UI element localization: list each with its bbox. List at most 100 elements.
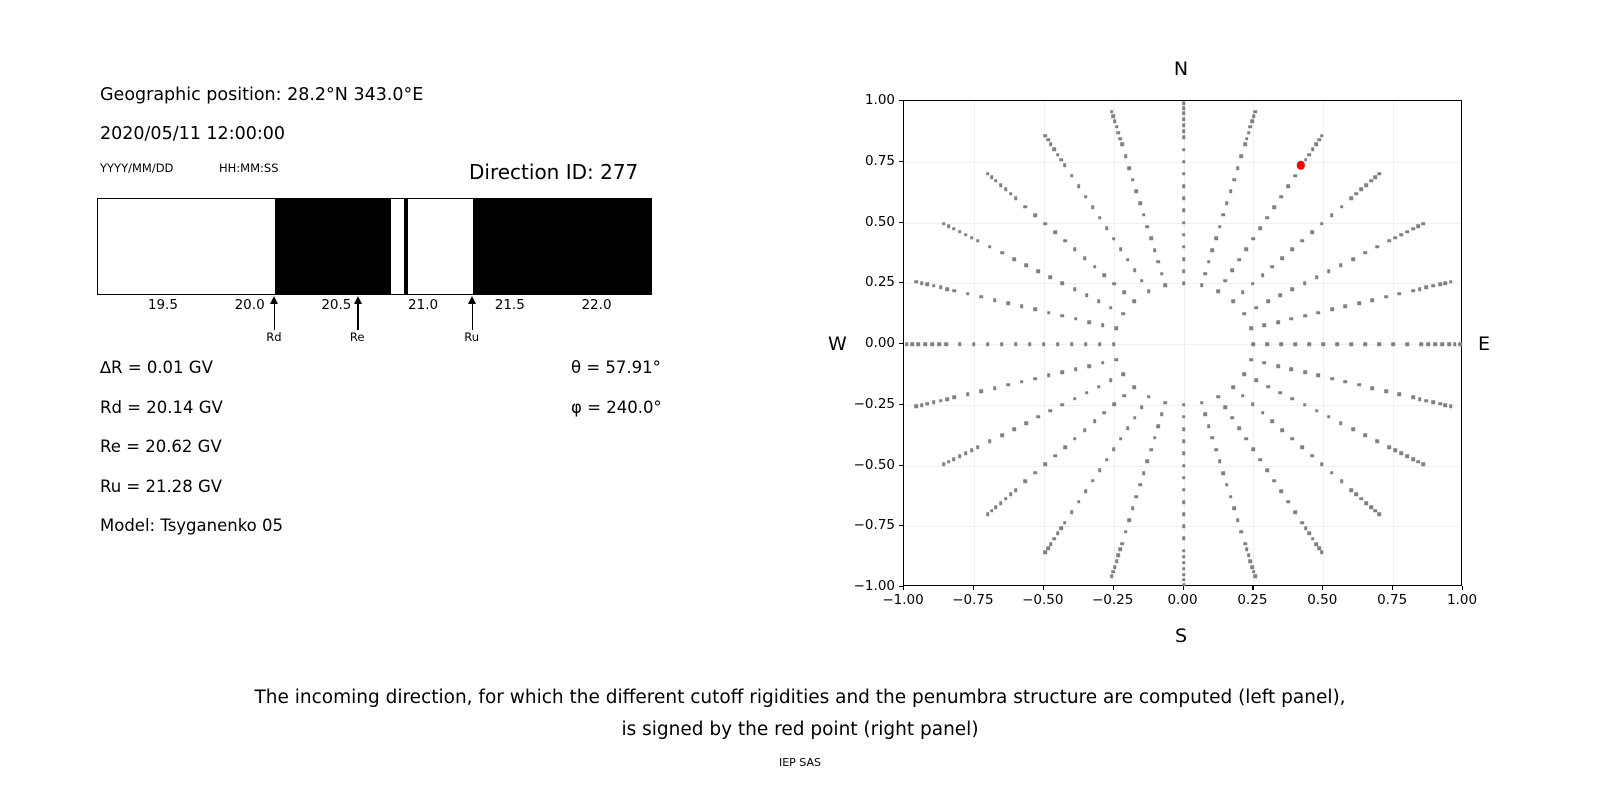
direction-point: [1134, 494, 1139, 499]
direction-point: [1276, 320, 1280, 324]
direction-point: [1373, 508, 1377, 513]
direction-point: [1152, 436, 1157, 440]
direction-point: [1329, 213, 1334, 217]
direction-point: [1069, 342, 1074, 346]
direction-point: [1041, 342, 1046, 346]
direction-point: [1363, 251, 1367, 255]
penumbra-tick-label: 20.0: [234, 297, 265, 313]
footer-credit: IEP SAS: [778, 756, 822, 769]
direction-point: [931, 284, 936, 288]
direction-point: [1181, 566, 1186, 571]
direction-point: [1102, 410, 1107, 415]
selected-direction-marker[interactable]: [1296, 161, 1306, 170]
direction-point: [1458, 342, 1462, 346]
direction-point: [1377, 512, 1381, 516]
direction-point: [1244, 436, 1249, 441]
direction-point: [1375, 245, 1379, 249]
direction-point: [1377, 342, 1381, 346]
direction-point: [944, 342, 948, 346]
direction-point: [1230, 415, 1235, 420]
direction-point: [1243, 142, 1247, 147]
direction-point: [1111, 569, 1116, 574]
direction-point: [993, 178, 998, 183]
direction-point: [1087, 364, 1091, 368]
x-tick-label: −0.50: [1022, 592, 1064, 608]
direction-point: [986, 172, 990, 176]
direction-point: [1114, 326, 1118, 331]
geographic-position-label: Geographic position: 28.2°N 343.0°E: [100, 85, 424, 105]
y-tick-label: 0.00: [864, 335, 895, 351]
direction-point: [1245, 136, 1249, 141]
direction-point: [1329, 471, 1334, 475]
direction-point: [1232, 506, 1236, 511]
direction-point: [1149, 447, 1153, 452]
direction-point: [975, 445, 980, 450]
direction-point: [1090, 478, 1095, 483]
direction-point: [965, 291, 970, 296]
y-tick-label: −0.75: [853, 517, 895, 534]
direction-point: [1228, 494, 1233, 499]
x-tick-label: 0.50: [1307, 592, 1338, 608]
penumbra-tick-label: 21.0: [408, 297, 439, 313]
rigidity-marker-label: Re: [349, 330, 365, 344]
compass-west-label: W: [828, 333, 847, 355]
penumbra-tick-label: 19.5: [147, 297, 178, 313]
direction-point: [952, 395, 956, 400]
direction-point: [1008, 492, 1013, 497]
direction-point: [925, 282, 929, 287]
direction-point: [1278, 293, 1283, 298]
direction-point: [1181, 451, 1186, 456]
direction-point: [1123, 154, 1128, 159]
direction-point: [1339, 263, 1343, 267]
x-tick-label: −0.75: [952, 592, 994, 608]
direction-point: [1223, 405, 1228, 409]
direction-point: [952, 288, 956, 293]
direction-point: [919, 403, 924, 407]
direction-point: [1160, 271, 1164, 276]
direction-point: [1055, 152, 1060, 157]
direction-point: [1393, 448, 1398, 453]
direction-point: [1307, 152, 1312, 157]
direction-point: [1145, 224, 1150, 229]
direction-point: [1405, 229, 1410, 234]
direction-point: [1082, 428, 1087, 432]
direction-point: [1223, 279, 1228, 283]
direction-point: [1181, 439, 1186, 443]
direction-point: [1116, 130, 1121, 135]
direction-point: [1303, 526, 1308, 530]
direction-point: [1111, 342, 1116, 346]
direction-point: [1397, 291, 1402, 296]
direction-point: [1181, 560, 1186, 565]
direction-point: [1181, 524, 1186, 529]
direction-point: [1036, 415, 1041, 419]
direction-point: [1452, 342, 1457, 346]
direction-point: [1076, 184, 1081, 188]
direction-point: [1314, 409, 1319, 413]
direction-point: [1207, 424, 1211, 428]
direction-point: [1048, 142, 1053, 146]
direction-point: [1279, 194, 1284, 199]
direction-point: [1036, 269, 1041, 273]
y-tickmark: [899, 525, 903, 527]
direction-point: [1073, 367, 1078, 371]
direction-point: [1343, 379, 1348, 384]
direction-scatter-plot: [903, 100, 1462, 587]
direction-point: [1043, 221, 1047, 226]
direction-point: [1443, 403, 1448, 407]
direction-point: [938, 285, 943, 290]
direction-point: [1024, 421, 1028, 425]
direction-point: [1059, 526, 1064, 530]
direction-point: [1076, 500, 1081, 504]
direction-point: [1181, 257, 1186, 261]
direction-point: [1181, 536, 1186, 541]
direction-point: [969, 235, 974, 240]
direction-point: [946, 460, 951, 464]
direction-point: [1121, 311, 1125, 316]
x-tickmark: [1462, 586, 1464, 590]
direction-point: [938, 398, 943, 403]
direction-point: [992, 298, 997, 302]
direction-point: [1225, 483, 1229, 487]
direction-point: [1006, 301, 1010, 305]
direction-point: [1300, 521, 1305, 525]
